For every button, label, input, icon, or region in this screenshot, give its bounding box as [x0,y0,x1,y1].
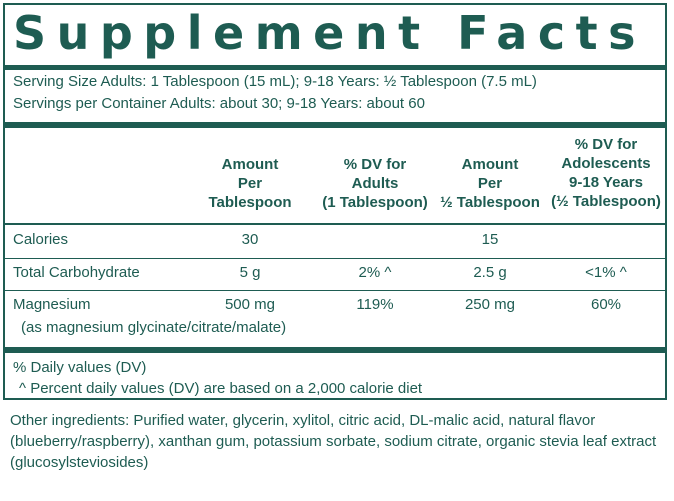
title-divider [5,65,665,70]
row-label-calories: Calories [13,231,69,248]
serving-size: Serving Size Adults: 1 Tablespoon (15 mL… [13,73,537,90]
column-header-line: % DV for [343,156,407,173]
servings-per-container: Servings per Container Adults: about 30;… [13,95,425,112]
magnesium-amount-tablespoon: 500 mg [224,296,276,313]
calories-amount-half-tablespoon: 15 [481,231,499,248]
serving-divider [5,122,665,128]
column-header-amount-per-half-tablespoon: Amount Per ½ Tablespoon [435,155,545,212]
column-header-line: Per [237,175,263,192]
column-header-line: Amount [221,156,279,173]
supplement-facts-panel: Supplement Facts Serving Size Adults: 1 … [3,3,667,400]
column-header-line: Adults [351,175,399,192]
other-ingredients: Other ingredients: Purified water, glyce… [10,412,657,471]
column-header-line: (1 Tablespoon) [322,194,428,211]
header-divider [5,223,665,225]
column-header-line: Tablespoon [208,194,292,211]
footnote-calorie-basis: ^ Percent daily values (DV) are based on… [19,380,423,397]
column-header-line: Amount [461,156,519,173]
row-divider [5,258,665,259]
carbohydrate-dv-adolescents: <1% ^ [585,264,627,281]
column-header-dv-adults: % DV for Adults (1 Tablespoon) [315,155,435,212]
carbohydrate-amount-half-tablespoon: 2.5 g [473,264,507,281]
carbohydrate-amount-tablespoon: 5 g [239,264,261,281]
magnesium-dv-adolescents: 60% [590,296,622,313]
column-header-line: % DV for [574,136,638,153]
footnote-divider [5,347,665,353]
column-header-line: ½ Tablespoon [440,194,540,211]
column-header-line: Per [477,175,503,192]
row-sublabel-magnesium: (as magnesium glycinate/citrate/malate) [21,319,287,336]
footnote-daily-values: % Daily values (DV) [13,359,147,376]
column-header-line: Adolescents [561,155,651,172]
column-header-line: (½ Tablespoon) [551,193,661,210]
magnesium-dv-adults: 119% [356,296,394,313]
calories-amount-tablespoon: 30 [241,231,259,248]
row-divider [5,290,665,291]
magnesium-amount-half-tablespoon: 250 mg [464,296,516,313]
row-label-total-carbohydrate: Total Carbohydrate [13,264,140,281]
panel-title: Supplement Facts [13,6,646,60]
column-header-amount-per-tablespoon: Amount Per Tablespoon [195,155,305,212]
row-label-magnesium: Magnesium [13,296,91,313]
column-header-dv-adolescents: % DV for Adolescents 9-18 Years (½ Table… [547,135,665,211]
column-header-line: 9-18 Years [569,174,643,191]
carbohydrate-dv-adults: 2% ^ [358,264,392,281]
